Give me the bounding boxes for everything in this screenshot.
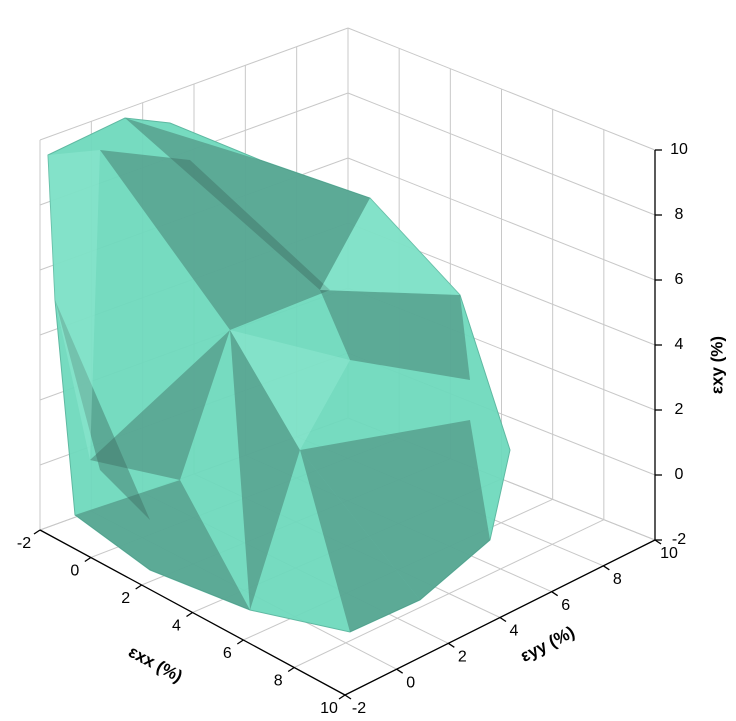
z-tick-label: -2 (672, 531, 686, 548)
facet (230, 330, 350, 450)
z-tick-label: 0 (675, 466, 684, 483)
x-tick-label: 6 (223, 645, 232, 662)
y-tick-label: 10 (660, 545, 678, 562)
x-tick-label: 8 (274, 673, 283, 690)
z-axis-title: εxy (%) (707, 336, 726, 394)
hull-outline (47, 117, 511, 633)
z-tick-label: 10 (670, 141, 688, 158)
tick-mark (499, 616, 507, 623)
grid-line (39, 27, 349, 141)
facet (75, 480, 250, 610)
tick-mark (236, 639, 244, 645)
facet (320, 198, 460, 295)
z-tick-label: 4 (675, 336, 684, 353)
facet (55, 300, 150, 520)
facet (230, 330, 300, 610)
x-tick-label: 0 (70, 563, 79, 580)
tick-mark (551, 591, 559, 597)
y-tick-label: 6 (561, 597, 570, 614)
x-tick-label: 2 (121, 590, 130, 607)
tick-mark (287, 666, 295, 673)
y-tick-label: 8 (613, 571, 622, 588)
z-tick-label: 8 (675, 206, 684, 223)
facet (125, 118, 370, 290)
tick-mark (33, 529, 41, 535)
x-tick-label: -2 (17, 535, 31, 552)
y-tick-label: -2 (352, 700, 366, 717)
x-tick-label: 4 (172, 618, 181, 635)
tick-mark (84, 556, 92, 563)
grid-line (347, 92, 656, 216)
x-tick-label: 10 (320, 700, 338, 717)
z-tick-label: 2 (675, 401, 684, 418)
tick-mark (186, 611, 193, 618)
tick-mark (396, 668, 404, 674)
y-tick-label: 0 (406, 674, 415, 691)
y-tick-label: 2 (458, 649, 467, 666)
facet (320, 290, 470, 380)
grid-line (347, 157, 656, 281)
z-tick-label: 6 (675, 271, 684, 288)
y-tick-label: 4 (510, 623, 519, 640)
tick-mark (135, 584, 143, 590)
grid-line (347, 27, 656, 151)
facet (300, 420, 490, 600)
tick-mark (602, 565, 610, 571)
tick-mark (344, 694, 352, 700)
x-axis-title: εxx (%) (125, 642, 185, 686)
tick-mark (654, 539, 662, 545)
facet (90, 330, 230, 480)
facet (48, 150, 100, 460)
tick-mark (447, 642, 455, 648)
hull-highlights (48, 150, 460, 460)
facet (100, 150, 330, 330)
y-axis-title: εyy (%) (517, 622, 577, 665)
facet (300, 450, 420, 632)
surface-hull (47, 117, 511, 633)
hull-facets (55, 118, 490, 632)
tick-mark (338, 694, 346, 700)
